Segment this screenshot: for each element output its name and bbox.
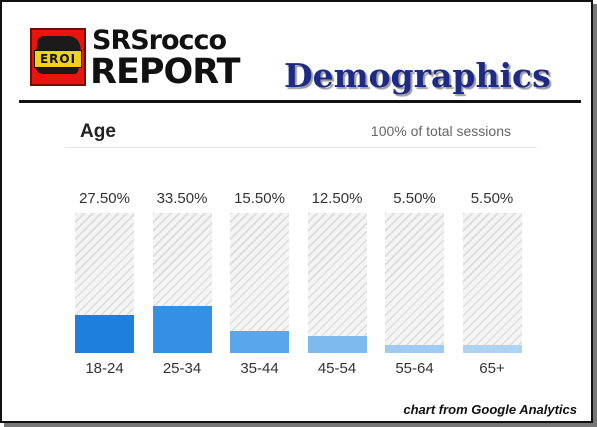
logo-badge: EROI	[34, 50, 82, 68]
bar-value-label: 33.50%	[156, 190, 208, 207]
bar-value-label: 15.50%	[234, 190, 285, 207]
bar[interactable]	[385, 345, 444, 353]
bar-track	[75, 213, 134, 353]
bar[interactable]	[462, 345, 522, 353]
brand-name-bottom: REPORT	[90, 52, 241, 92]
age-bar-chart: 27.50% 18-24 33.50% 25-34 15.50% 35-44 12.50% 4…	[2, 2, 591, 421]
category-tick-label: 55-64	[395, 360, 434, 377]
chart-subtitle: 100% of total sessions	[370, 123, 511, 139]
bar[interactable]	[307, 335, 367, 353]
bar-value-label: 27.50%	[79, 190, 130, 207]
bar-value-label: 5.50%	[470, 190, 514, 207]
bar-track	[152, 213, 212, 353]
bar-track	[385, 213, 444, 353]
brand-logo: EROI	[30, 28, 86, 86]
bar-track	[307, 213, 367, 353]
chart-title: Age	[80, 121, 116, 142]
bar-track	[230, 213, 289, 353]
category-tick-label: 18-24	[85, 360, 124, 377]
category-tick-label: 35-44	[240, 360, 279, 377]
card-divider	[65, 147, 537, 148]
bar[interactable]	[75, 314, 134, 353]
category-tick-label: 45-54	[317, 360, 357, 377]
category-tick-label: 25-34	[162, 360, 202, 377]
category-tick-label: 65+	[479, 360, 505, 377]
bar-track	[462, 213, 522, 353]
page-title: Demographics	[284, 56, 551, 95]
bar-value-label: 12.50%	[311, 190, 363, 207]
bar-value-label: 5.50%	[393, 190, 436, 207]
brand-name-top: SRSrocco	[92, 25, 227, 56]
header-divider	[19, 100, 581, 103]
bar[interactable]	[152, 306, 212, 353]
source-credit: chart from Google Analytics	[403, 402, 577, 417]
bar[interactable]	[230, 331, 289, 353]
